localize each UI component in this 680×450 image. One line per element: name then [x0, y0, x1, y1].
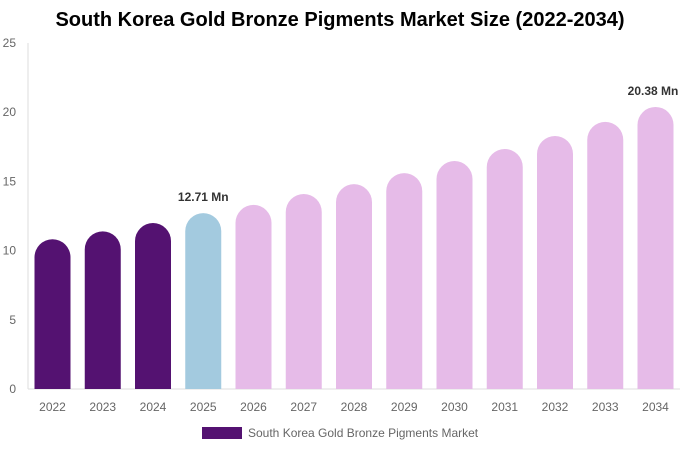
x-tick-label: 2033 [592, 400, 619, 414]
bar-2028 [336, 184, 372, 389]
x-tick-label: 2026 [240, 400, 267, 414]
x-tick-label: 2022 [39, 400, 66, 414]
x-tick-label: 2030 [441, 400, 468, 414]
bar-2026 [235, 204, 272, 389]
bar-2033 [587, 121, 624, 389]
bar-2030 [436, 161, 473, 389]
bar-2023 [84, 231, 121, 389]
bar-2034 [637, 106, 674, 390]
y-tick-label: 20 [3, 105, 17, 119]
legend-swatch [202, 427, 242, 439]
data-label: 20.38 Mn [628, 84, 679, 98]
bar-2022 [34, 239, 71, 389]
y-tick-label: 15 [3, 174, 17, 188]
x-tick-label: 2034 [642, 400, 669, 414]
y-tick-label: 25 [3, 36, 17, 50]
y-tick-label: 0 [9, 382, 16, 396]
x-tick-label: 2031 [491, 400, 518, 414]
bar-2027 [285, 193, 322, 389]
x-tick-label: 2028 [341, 400, 368, 414]
legend-label: South Korea Gold Bronze Pigments Market [248, 426, 479, 440]
x-tick-label: 2024 [140, 400, 167, 414]
x-tick-label: 2032 [542, 400, 569, 414]
data-label: 12.71 Mn [178, 190, 229, 204]
x-tick-label: 2025 [190, 400, 217, 414]
x-tick-label: 2029 [391, 400, 418, 414]
bar-2024 [135, 223, 171, 389]
chart-title: South Korea Gold Bronze Pigments Market … [55, 9, 625, 31]
bar-2032 [537, 136, 573, 389]
y-tick-label: 5 [9, 313, 16, 327]
bar-2031 [486, 149, 523, 389]
x-tick-label: 2023 [89, 400, 116, 414]
legend: South Korea Gold Bronze Pigments Market [202, 426, 478, 440]
y-tick-label: 10 [3, 244, 17, 258]
x-tick-label: 2027 [290, 400, 317, 414]
bar-2029 [386, 173, 423, 389]
bar-2025 [185, 213, 222, 389]
